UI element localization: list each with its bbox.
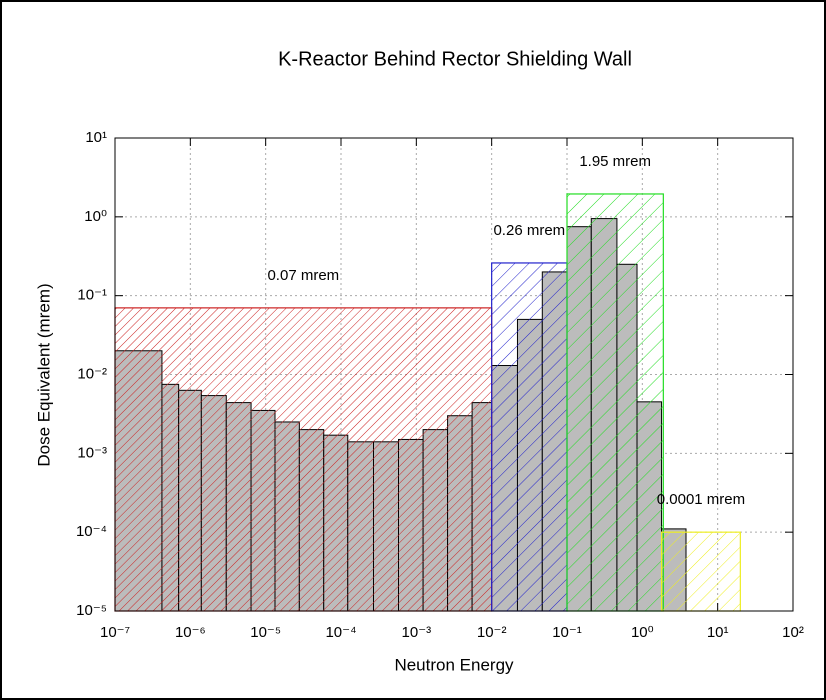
x-tick-label: 10⁻⁵ [250,624,281,641]
x-tick-label: 10⁻⁴ [325,624,356,641]
plot-frame [114,137,794,612]
x-tick-label: 10⁻⁷ [100,624,130,641]
x-tick-label: 10¹ [707,624,729,641]
y-tick-label: 10⁻⁵ [76,602,107,619]
x-tick-label: 10⁻² [477,624,507,641]
y-tick-label: 10⁻¹ [77,287,107,304]
region [660,531,741,612]
x-axis-label: Neutron Energy [394,655,514,674]
region-label: 1.95 mrem [579,153,651,170]
region [491,262,568,612]
y-tick-label: 10⁻³ [77,444,107,461]
x-tick-label: 10⁻¹ [552,624,582,641]
x-tick-label: 10⁻⁶ [175,624,206,641]
y-tick-label: 10⁻² [77,365,107,382]
region-label: 0.07 mrem [267,267,339,284]
region [566,193,664,612]
region-label: 0.0001 mrem [657,491,745,508]
y-tick-label: 10⁻⁴ [76,523,107,540]
y-tick-label: 10⁰ [84,208,107,225]
x-tick-label: 10² [782,624,804,641]
x-tick-label: 10⁰ [631,624,654,641]
chart-title: K-Reactor Behind Rector Shielding Wall [278,48,632,70]
region-label: 0.26 mrem [493,222,565,239]
y-tick-label: 10¹ [85,129,107,146]
y-axis-label: Dose Equivalent (mrem) [34,283,53,466]
region [114,307,493,612]
x-tick-label: 10⁻³ [402,624,432,641]
